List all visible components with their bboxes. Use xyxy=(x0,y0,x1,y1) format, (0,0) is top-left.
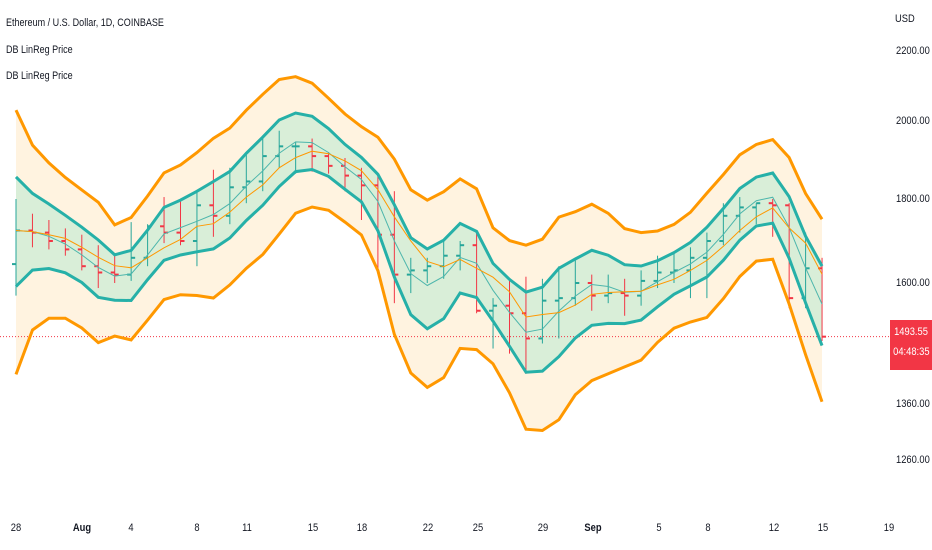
price-average-line xyxy=(15,150,823,318)
symbol-title[interactable]: Ethereum / U.S. Dollar, 1D, COINBASE xyxy=(6,17,164,29)
x-tick-label: 19 xyxy=(883,522,895,534)
x-tick-label: 5 xyxy=(656,522,662,534)
x-tick-label: 22 xyxy=(422,522,434,534)
outer-band-lower xyxy=(14,205,824,433)
x-tick-label: Aug xyxy=(72,522,92,534)
y-tick-label: 1360.00 xyxy=(896,398,930,410)
indicator-legend-1[interactable]: DB LinReg Price xyxy=(6,44,73,56)
indicator-legend-2[interactable]: DB LinReg Price xyxy=(6,70,73,82)
y-tick-label: 2200.00 xyxy=(896,45,930,57)
regression-mid-line xyxy=(15,141,823,333)
x-tick-label: 15 xyxy=(817,522,829,534)
x-tick-label: 4 xyxy=(128,522,134,534)
outer-band-upper xyxy=(14,75,824,247)
inner-band-upper xyxy=(14,111,824,294)
x-tick-label: 12 xyxy=(768,522,780,534)
y-tick-label: 1800.00 xyxy=(896,193,930,205)
x-tick-label: 8 xyxy=(705,522,711,534)
x-tick-label: 25 xyxy=(472,522,484,534)
currency-label: USD xyxy=(895,13,915,25)
countdown-value: 04:48:35 xyxy=(893,346,930,358)
inner-band-fill xyxy=(16,113,822,373)
x-tick-label: 28 xyxy=(10,522,22,534)
x-tick-label: 8 xyxy=(194,522,200,534)
x-tick-label: 15 xyxy=(307,522,319,534)
inner-band-lower xyxy=(14,167,824,374)
last-price-tag: 1493.55 04:48:35 xyxy=(890,320,932,370)
last-price-value: 1493.55 xyxy=(894,326,928,338)
x-tick-label: 18 xyxy=(356,522,368,534)
x-tick-label: 11 xyxy=(242,522,252,534)
y-tick-label: 1260.00 xyxy=(896,454,930,466)
x-tick-label: Sep xyxy=(584,522,602,534)
y-tick-label: 2000.00 xyxy=(896,115,930,127)
x-tick-label: 29 xyxy=(537,522,549,534)
y-tick-label: 1600.00 xyxy=(896,277,930,289)
